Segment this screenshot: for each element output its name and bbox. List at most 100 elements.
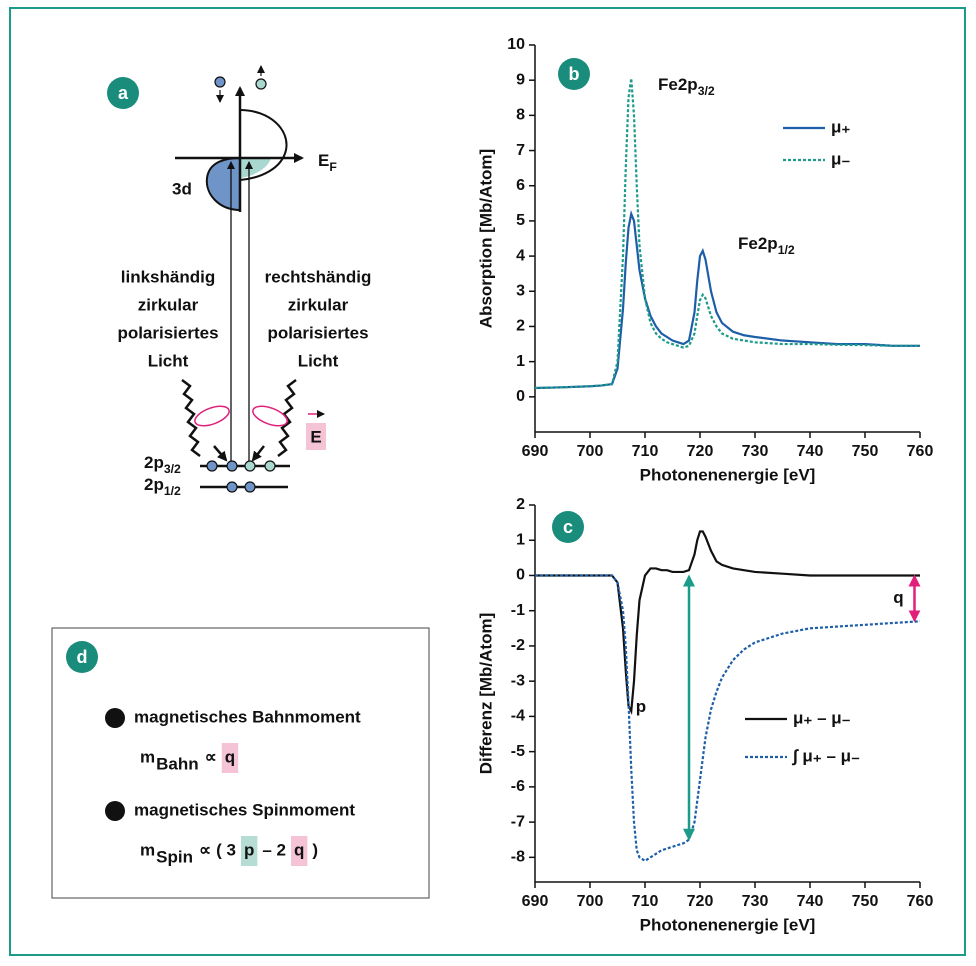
dos-outline [239,109,288,181]
x-tick-label: 700 [577,893,604,910]
y-tick-label: -4 [511,708,525,725]
y-tick-label: -3 [511,672,525,689]
bullet [105,801,125,821]
electron [226,481,238,493]
spin-dot [214,76,226,88]
formula-part: q [294,840,304,859]
fermi-label-part: F [329,160,337,174]
panel-letter: a [118,83,129,103]
formula-symbol: m [140,747,155,766]
field-box [306,423,326,450]
formula-part: p [244,840,254,859]
y-tick-label: 1 [516,531,525,548]
series-line [534,78,920,390]
level-label: 2p1/2 [144,475,181,498]
legend-label: ∫ μ₊ – μ₋ [791,746,860,765]
item-title: magnetisches Spinmoment [134,800,355,819]
box-d [51,627,430,899]
y-tick-label: 10 [507,36,525,53]
x-tick-label: 720 [687,893,714,910]
light-label: zirkular [288,295,349,314]
formula-part: – 2 [262,840,286,859]
peak-label-part: 1/2 [778,243,795,257]
x-tick-label: 690 [522,893,549,910]
formula-part: ( 3 [216,840,236,859]
band-label: 3d [172,179,192,198]
dos-empty [240,158,271,178]
level-label-part: 2p [144,453,164,472]
x-axis-title: Photonenenergie [eV] [640,915,816,934]
y-tick-label: 9 [516,71,525,88]
item-title: magnetisches Bahnmoment [134,707,361,726]
x-tick-label: 750 [852,443,879,460]
level-label: 2p3/2 [144,453,181,476]
photon-right-head [251,445,265,462]
electron [226,460,238,472]
series-line [534,209,920,390]
level-label-part: 3/2 [164,462,181,476]
formula-highlight [221,743,239,773]
electron [264,460,276,472]
peak-label: Fe2p3/2 [658,75,715,98]
bracket-label: p [636,697,646,716]
formula-sub: Bahn [156,754,199,773]
x-tick-label: 700 [577,443,604,460]
x-tick-label: 730 [742,443,769,460]
formula-part: ∝ [199,840,211,859]
y-tick-label: 0 [516,567,525,584]
y-tick-label: 2 [516,318,525,335]
panel-badge [107,77,139,109]
panel-letter: d [77,647,88,667]
y-tick-label: -6 [511,778,525,795]
light-label: polarisiertes [267,323,368,342]
legend-label: μ₋ [831,149,850,168]
level-label-part: 2p [144,475,164,494]
x-tick-label: 690 [522,443,549,460]
x-tick-label: 710 [632,443,659,460]
formula-part: ) [312,840,318,859]
y-tick-label: -8 [511,849,525,866]
photon-left-head [213,445,228,462]
y-tick-label: -1 [511,602,525,619]
y-tick-label: 8 [516,107,525,124]
bracket-label: q [893,588,903,607]
x-tick-label: 760 [907,443,934,460]
x-tick-label: 760 [907,893,934,910]
formula-highlight [240,836,258,866]
light-label: Licht [148,351,189,370]
y-tick-label: 3 [516,282,525,299]
photon-left [181,379,201,457]
polarisation-left [194,405,230,427]
x-tick-label: 710 [632,893,659,910]
series-line [535,574,921,863]
y-tick-label: -5 [511,743,525,760]
y-tick-label: 2 [516,496,525,513]
y-tick-label: -7 [511,813,525,830]
fermi-label-part: E [318,151,329,170]
peak-label-part: Fe2p [738,234,778,253]
electron [244,481,256,493]
panel-letter: c [563,517,573,537]
y-tick-label: 1 [516,353,525,370]
y-tick-label: 0 [516,388,525,405]
field-label: E [310,427,321,446]
y-tick-label: -2 [511,637,525,654]
legend-label: μ₊ – μ₋ [793,708,851,727]
light-label: linkshändig [121,267,215,286]
diagram-a [175,65,326,493]
peak-label-part: Fe2p [658,75,698,94]
peak-label: Fe2p1/2 [738,234,795,257]
formula-sub: Spin [156,847,193,866]
light-label: Licht [298,351,339,370]
y-tick-label: 7 [516,142,525,159]
light-label: zirkular [138,295,199,314]
x-tick-label: 740 [797,893,824,910]
fermi-label: EF [318,151,337,174]
formula-highlight [291,836,308,866]
y-tick-label: 4 [516,247,525,264]
formula-symbol: m [140,840,155,859]
x-axis-title: Photonenenergie [eV] [640,465,816,484]
bullet [105,708,125,728]
y-tick-label: 6 [516,177,525,194]
